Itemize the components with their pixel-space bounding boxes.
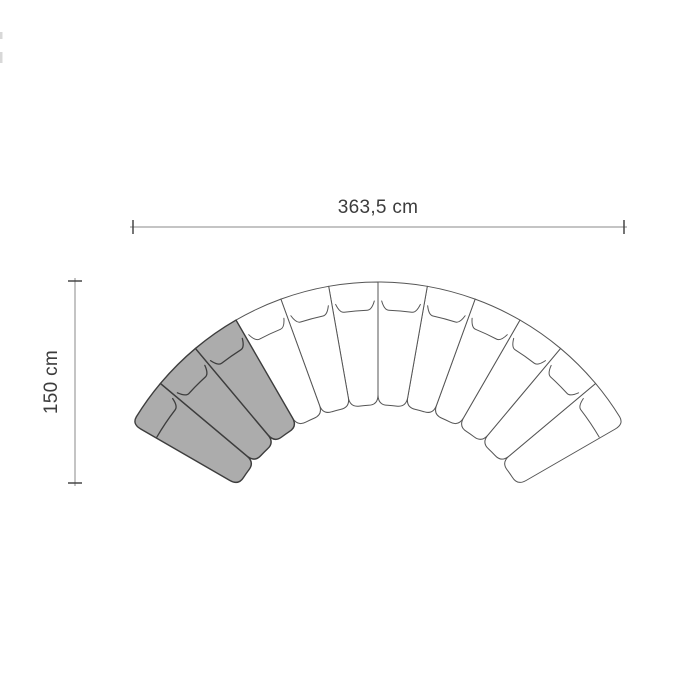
width-dimension: 363,5 cm: [130, 197, 627, 234]
sofa-module-3-highlighted: [194, 319, 296, 440]
depth-dimension: 150 cm: [41, 278, 82, 486]
depth-dimension-label: 150 cm: [41, 350, 62, 414]
backrest-seat-divider-4: [248, 317, 285, 341]
left-edge-mark-2: [0, 52, 3, 63]
width-dimension-label: 363,5 cm: [338, 197, 419, 218]
sofa-module-5: [280, 285, 350, 413]
sofa-module-4: [235, 298, 321, 425]
backrest-seat-divider-1: [156, 397, 177, 438]
left-edge-mark-1: [0, 32, 3, 39]
backrest-seat-divider-3: [209, 337, 244, 365]
backrest-seat-divider-10: [512, 337, 546, 365]
backrest-seat-divider-11: [548, 364, 580, 396]
sofa-module-10: [461, 319, 562, 440]
sofa-module-7: [377, 281, 428, 407]
backrest-seat-divider-9: [471, 317, 508, 341]
backrest-seat-divider-12: [579, 398, 600, 438]
sofa-module-8: [406, 285, 476, 413]
sofa-module-12: [504, 382, 622, 483]
backrest-seat-divider-5: [290, 305, 329, 323]
sofa-outline: [134, 281, 622, 484]
sofa-module-9: [435, 298, 521, 425]
backrest-seat-divider-8: [427, 305, 466, 323]
backrest-seat-divider-2: [176, 364, 208, 396]
sofa-module-11: [484, 347, 597, 460]
left-edge-artifact-marks: [0, 32, 3, 63]
backrest-seat-divider-7: [381, 300, 421, 313]
sofa-module-6: [328, 281, 379, 407]
backrest-seat-divider-6: [335, 300, 375, 313]
